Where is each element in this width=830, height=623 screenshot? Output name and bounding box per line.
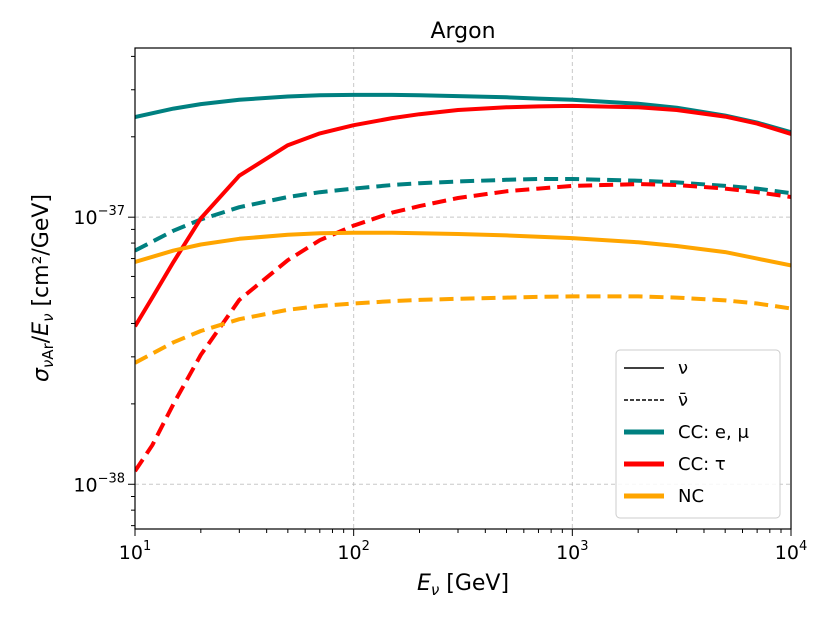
legend-label: ν̄: [678, 390, 688, 411]
x-axis-label: Eν [GeV]: [417, 571, 509, 599]
series-layer: [135, 92, 791, 473]
series-line: [135, 177, 791, 253]
chart-title: Argon: [430, 19, 495, 44]
y-tick-label: 10−37: [73, 204, 125, 229]
x-tick-label: 101: [119, 539, 151, 564]
y-axis-label: σνAr/Eν [cm²/GeV]: [29, 194, 57, 382]
legend-label: CC: τ: [678, 454, 726, 475]
series-line: [135, 294, 791, 365]
y-tick-label: 10−38: [73, 471, 125, 496]
legend-label: CC: e, μ: [678, 422, 749, 443]
x-tick-label: 103: [556, 539, 588, 564]
plot-frame: [134, 47, 792, 530]
ticks: 101 102 103 104 10−38 10−37: [73, 55, 807, 564]
x-tick-label: 104: [775, 539, 807, 564]
legend-label: NC: [678, 486, 704, 507]
series-line: [135, 182, 791, 473]
x-tick-label: 102: [337, 539, 369, 564]
legend-box: [615, 349, 781, 519]
legend: ν ν̄ CC: e, μ CC: τ NC: [615, 349, 781, 519]
series-line: [135, 230, 791, 268]
legend-label: ν: [678, 358, 688, 379]
series-line: [135, 92, 791, 135]
series-line: [135, 103, 791, 328]
